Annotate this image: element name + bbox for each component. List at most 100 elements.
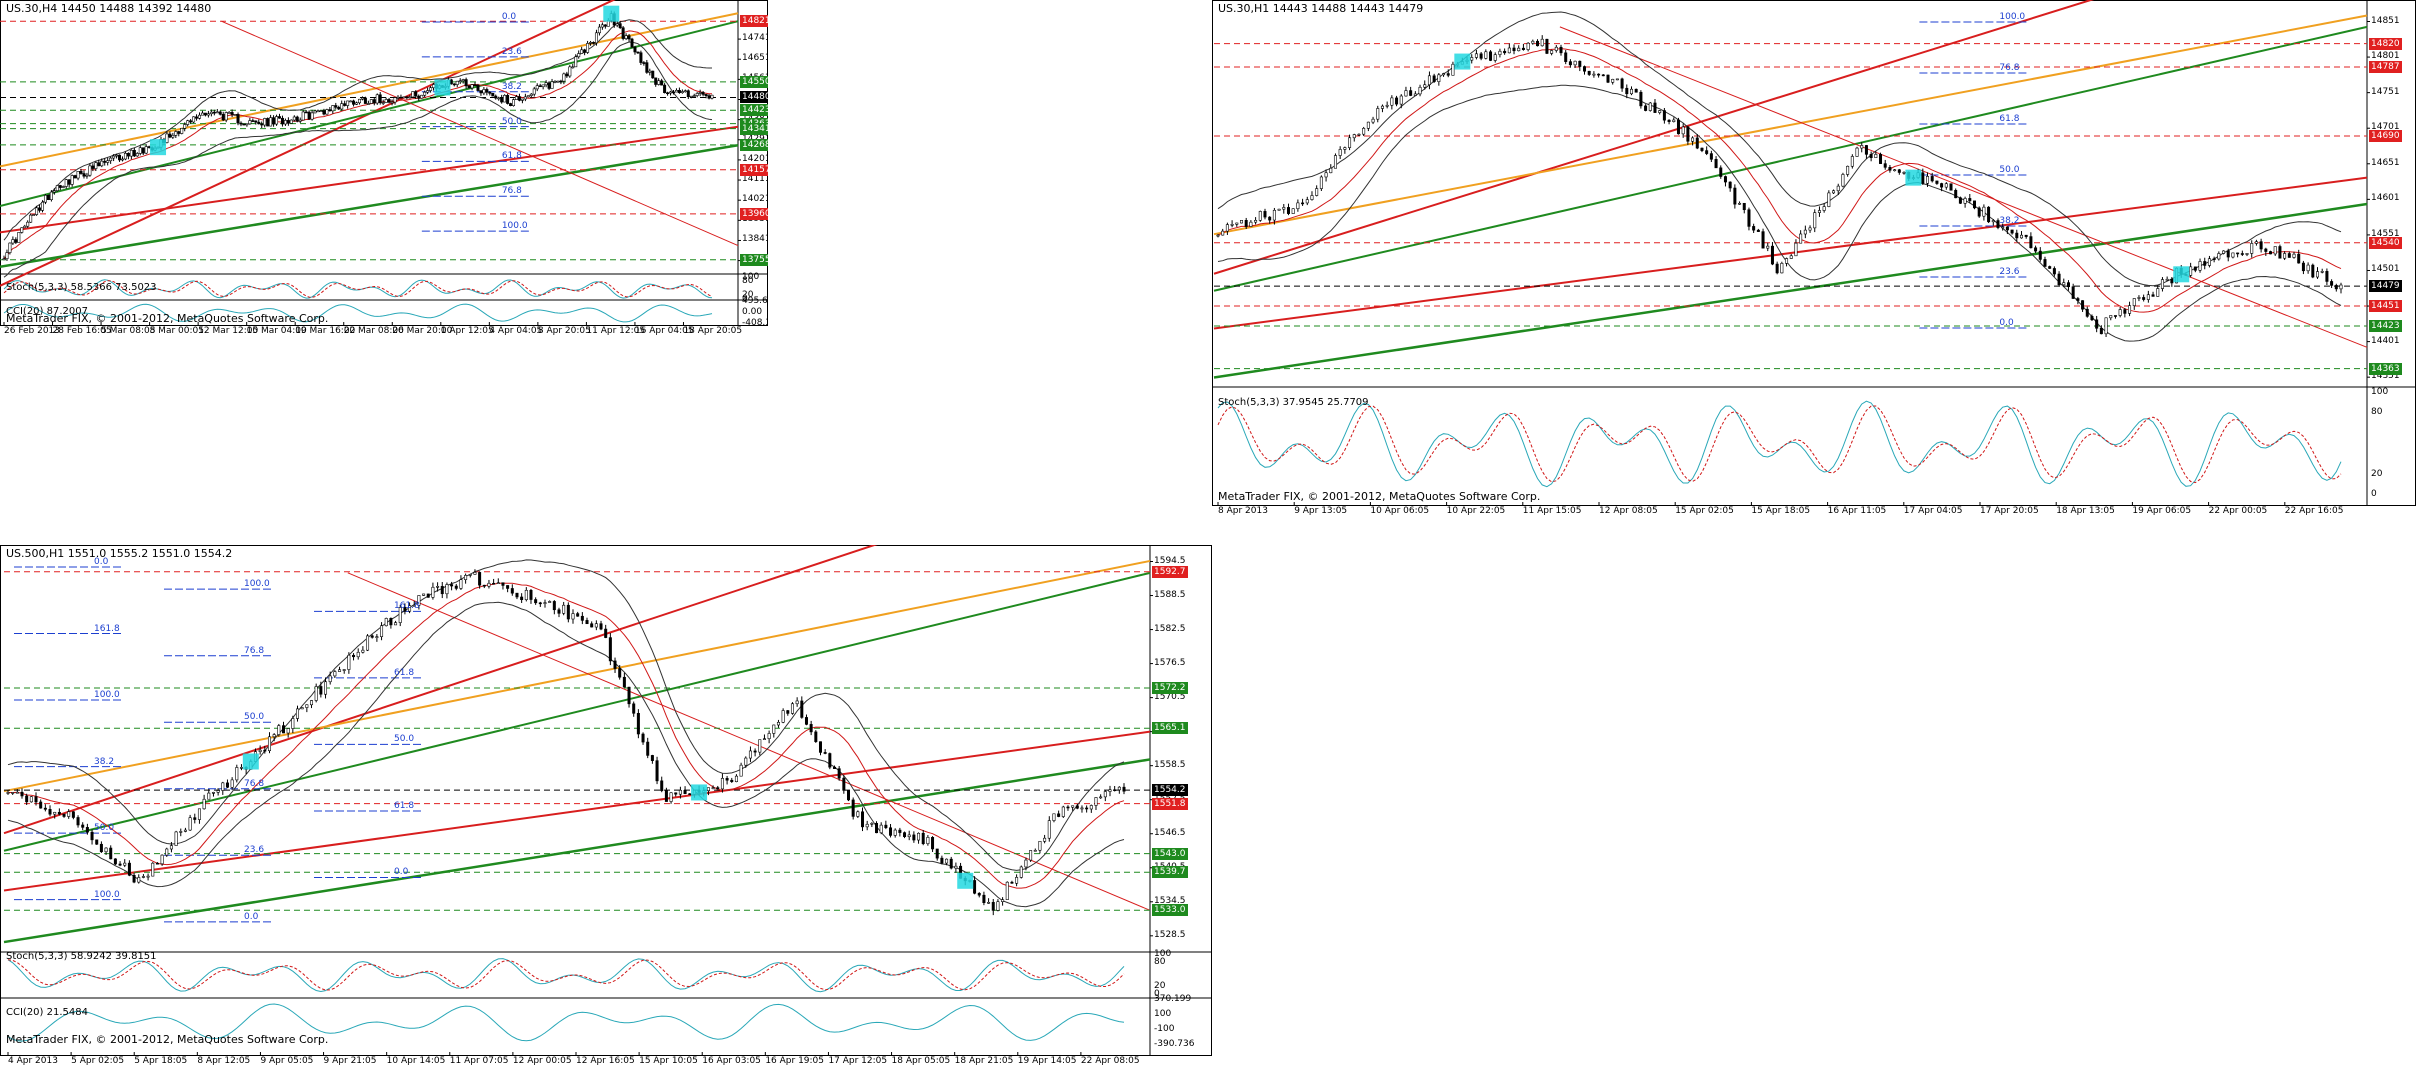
candle-body xyxy=(2090,316,2094,321)
candle-body xyxy=(324,681,328,695)
candle-body xyxy=(1935,180,1939,184)
candle-body xyxy=(566,604,570,620)
candle-body xyxy=(2024,234,2028,237)
candle-body xyxy=(423,91,427,96)
trend-line xyxy=(3,545,878,835)
candle-body xyxy=(200,112,204,116)
candle-body xyxy=(412,604,416,607)
candle-body xyxy=(316,110,320,113)
chart-window-us30-h1[interactable]: US.30,H1 14443 14488 14443 14479 Stoch(5… xyxy=(1212,0,2416,530)
chart-title: US.30,H1 14443 14488 14443 14479 xyxy=(1218,2,1424,15)
candle-body xyxy=(1766,245,1770,249)
chart-window-us500-h1[interactable]: US.500,H1 1551.0 1555.2 1551.0 1554.2 St… xyxy=(0,545,1212,1080)
stoch-indicator-label: Stoch(5,3,3) 58.5366 73.5023 xyxy=(6,282,157,293)
candle-body xyxy=(1001,899,1005,902)
candle-body xyxy=(781,710,785,723)
candle-body xyxy=(1972,200,1976,209)
candle-body xyxy=(695,93,699,96)
candle-body xyxy=(921,832,925,845)
candle-body xyxy=(544,82,548,86)
x-tick-label: 18 Apr 13:05 xyxy=(2056,506,2115,516)
candle-body xyxy=(2287,253,2291,258)
x-tick-label: 22 Apr 16:05 xyxy=(2284,506,2344,516)
candle-body xyxy=(1395,97,1399,105)
candle-body xyxy=(884,824,888,829)
candle-body xyxy=(2301,262,2305,272)
y-tick-label: 1594.5 xyxy=(1154,555,1186,566)
candle-body xyxy=(903,832,907,838)
chart-canvas-us30-h1[interactable] xyxy=(1212,0,2416,530)
candle-body xyxy=(1987,206,1991,223)
candle-body xyxy=(378,94,382,103)
candle-body xyxy=(183,829,187,832)
candle-body xyxy=(1700,147,1704,151)
candle-body xyxy=(2062,282,2066,286)
candle-body xyxy=(1583,66,1587,72)
candle-body xyxy=(235,767,239,781)
price-tag: 14363 xyxy=(2369,362,2402,375)
candle-body xyxy=(1385,104,1389,107)
candle-body xyxy=(636,712,640,735)
trend-line xyxy=(1213,14,2368,236)
x-tick-label: 4 Apr 04:05 xyxy=(489,326,543,335)
fib-label: 0.0 xyxy=(1999,318,2014,328)
price-tag: 1592.7 xyxy=(1152,565,1188,578)
candle-body xyxy=(1864,145,1868,155)
candle-body xyxy=(1827,192,1831,207)
x-tick-label: 8 Apr 2013 xyxy=(1218,506,1268,516)
candle-body xyxy=(445,584,449,595)
candle-body xyxy=(2132,298,2136,306)
x-tick-label: 10 Apr 22:05 xyxy=(1446,506,1506,516)
candle-body xyxy=(57,811,61,815)
price-tag: 1572.2 xyxy=(1152,681,1188,694)
candle-body xyxy=(1799,233,1803,244)
candle-body xyxy=(186,120,190,125)
candle-body xyxy=(940,857,944,864)
candle-body xyxy=(2151,294,2155,297)
candle-body xyxy=(632,703,636,714)
price-tag: 13960 xyxy=(740,207,768,220)
candle-body xyxy=(171,135,175,138)
candle-body xyxy=(945,858,949,864)
chart-canvas-us30-h4[interactable] xyxy=(0,0,768,335)
candle-body xyxy=(195,116,199,119)
trend-line xyxy=(3,730,1151,892)
bollinger-upper-band xyxy=(1217,11,2342,287)
candle-body xyxy=(1047,820,1051,839)
x-tick-label: 11 Apr 12:05 xyxy=(586,326,646,335)
price-tag: 1565.1 xyxy=(1152,722,1188,735)
candle-body xyxy=(630,38,634,48)
candle-body xyxy=(2292,253,2296,258)
candle-body xyxy=(2254,241,2258,244)
candle-body xyxy=(67,179,71,185)
candle-body xyxy=(109,847,113,860)
candle-body xyxy=(1442,73,1446,76)
candle-body xyxy=(280,117,284,125)
candle-body xyxy=(49,191,53,201)
candle-body xyxy=(991,902,995,911)
candle-body xyxy=(1775,263,1779,274)
candle-body xyxy=(828,753,832,768)
candle-body xyxy=(193,817,197,820)
candle-body xyxy=(363,97,367,104)
candle-body xyxy=(1324,172,1328,178)
candle-body xyxy=(2297,253,2301,264)
candle-body xyxy=(523,96,527,100)
candle-body xyxy=(1940,183,1944,188)
cci-tick-label: 0.00 xyxy=(742,307,763,317)
candle-body xyxy=(1545,38,1549,54)
fib-label: 38.2 xyxy=(501,81,522,92)
candle-body xyxy=(1954,189,1958,199)
candle-body xyxy=(589,42,593,44)
candle-body xyxy=(1512,47,1516,52)
candle-body xyxy=(2104,317,2108,335)
chart-canvas-us500-h1[interactable] xyxy=(0,545,1212,1080)
chart-window-us30-h4[interactable]: US.30,H4 14450 14488 14392 14480 Stoch(5… xyxy=(0,0,768,335)
candle-body xyxy=(340,103,344,110)
candle-body xyxy=(2146,294,2150,300)
candle-body xyxy=(94,162,98,169)
candle-body xyxy=(1249,221,1253,227)
candle-body xyxy=(417,95,421,99)
x-tick-label: 12 Apr 08:05 xyxy=(1599,506,1658,516)
candle-body xyxy=(510,588,514,594)
